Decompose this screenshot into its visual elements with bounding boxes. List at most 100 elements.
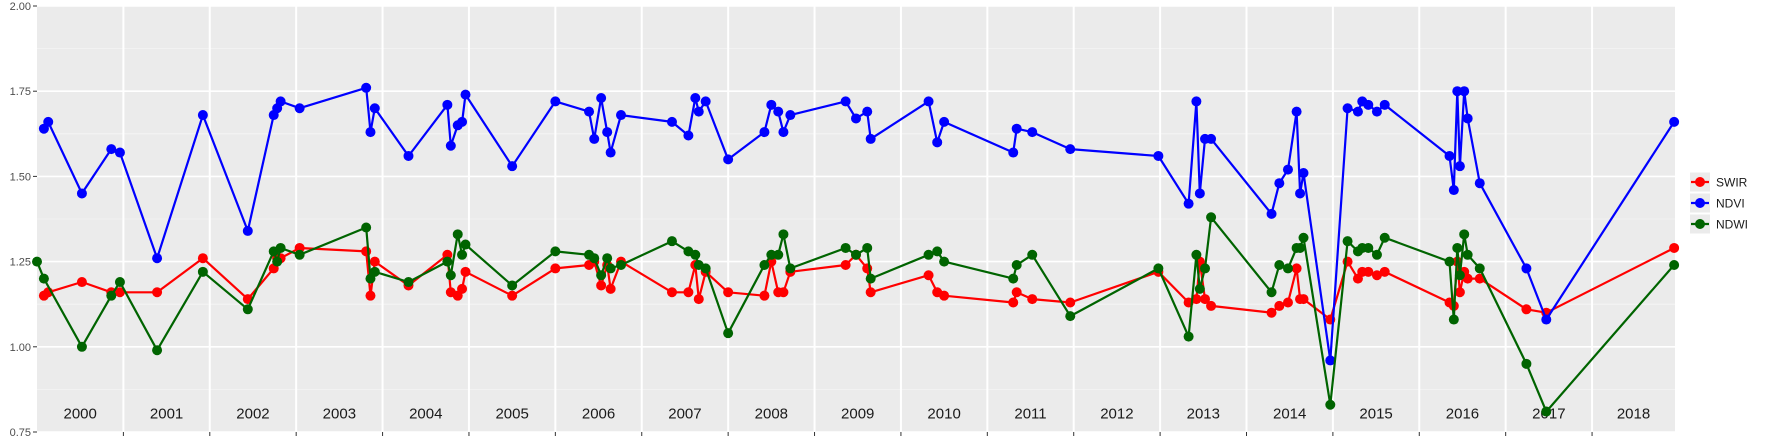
ndwi-point <box>1448 314 1459 325</box>
ndvi-point <box>76 188 87 199</box>
ndvi-series <box>38 82 1680 366</box>
ndvi-point <box>507 161 518 172</box>
swir-point <box>1065 297 1076 308</box>
ndvi-point <box>1282 164 1293 175</box>
year-label: 2007 <box>668 405 701 422</box>
swir-point <box>1266 307 1277 318</box>
legend-key-point <box>1695 219 1705 229</box>
ndvi-point <box>403 150 414 161</box>
year-label: 2006 <box>582 405 615 422</box>
ndvi-point <box>1444 150 1455 161</box>
ndvi-point <box>1474 178 1485 189</box>
swir-point <box>1521 304 1532 315</box>
swir-point <box>361 246 372 257</box>
ndvi-point <box>723 154 734 165</box>
year-label: 2014 <box>1273 405 1306 422</box>
ndwi-point <box>1282 263 1293 274</box>
legend-label: NDVI <box>1716 197 1745 211</box>
ndwi-point <box>460 239 471 250</box>
ndvi-point <box>365 127 376 138</box>
ndwi-point <box>272 256 283 267</box>
ndwi-point <box>1459 229 1470 240</box>
ndwi-point <box>1521 358 1532 369</box>
ndvi-point <box>152 253 163 264</box>
y-tick-label: 1.00 <box>10 342 31 354</box>
ndvi-point <box>1153 150 1164 161</box>
swir-point <box>693 294 704 305</box>
ndwi-point <box>923 249 934 260</box>
ndwi-point <box>197 266 208 277</box>
ndvi-point <box>666 116 677 127</box>
year-label: 2013 <box>1187 405 1220 422</box>
swir-point <box>365 290 376 301</box>
swir-point <box>596 280 607 291</box>
legend-label: NDWI <box>1716 218 1748 232</box>
legend-item-ndvi: NDVI <box>1690 193 1745 213</box>
ndvi-point <box>369 103 380 114</box>
ndvi-point <box>1669 116 1680 127</box>
swir-point <box>550 263 561 274</box>
ndwi-point <box>1206 212 1217 223</box>
ndvi-point <box>766 99 777 110</box>
y-tick-label: 2.00 <box>10 1 31 13</box>
ndvi-point <box>1008 147 1019 158</box>
swir-point <box>460 266 471 277</box>
y-tick-label: 0.75 <box>10 427 31 439</box>
ndvi-point <box>445 140 456 151</box>
ndwi-point <box>1454 270 1465 281</box>
ndvi-point <box>1298 167 1309 178</box>
swir-point <box>939 290 950 301</box>
ndwi-point <box>507 280 518 291</box>
swir-point <box>1291 263 1302 274</box>
ndvi-point <box>1274 178 1285 189</box>
ndvi-point <box>865 133 876 144</box>
ndwi-point <box>1027 249 1038 260</box>
ndwi-point <box>275 242 286 253</box>
ndvi-point <box>1183 198 1194 209</box>
ndvi-point <box>596 93 607 104</box>
ndwi-point <box>457 249 468 260</box>
ndvi-point <box>1291 106 1302 117</box>
year-label: 2005 <box>495 405 528 422</box>
ndvi-point <box>460 89 471 100</box>
swir-point <box>923 270 934 281</box>
swir-point <box>840 260 851 271</box>
ndwi-point <box>602 253 613 264</box>
swir-point <box>152 287 163 298</box>
ndvi-point <box>1541 314 1552 325</box>
data-series <box>32 82 1680 417</box>
ndwi-point <box>242 304 253 315</box>
ndwi-point <box>778 229 789 240</box>
year-label: 2015 <box>1359 405 1392 422</box>
ndvi-point <box>616 110 627 121</box>
year-label: 2000 <box>64 405 97 422</box>
swir-point <box>1011 287 1022 298</box>
year-label: 2003 <box>323 405 356 422</box>
ndwi-point <box>766 249 777 260</box>
swir-point <box>1371 270 1382 281</box>
ndwi-point <box>1379 232 1390 243</box>
ndvi-point <box>1462 113 1473 124</box>
ndwi-point <box>550 246 561 257</box>
legend-label: SWIR <box>1716 176 1748 190</box>
ndvi-point <box>1448 185 1459 196</box>
ndvi-point <box>584 106 595 117</box>
ndwi-point <box>1065 311 1076 322</box>
swir-point <box>759 290 770 301</box>
ndvi-point <box>197 110 208 121</box>
ndvi-point <box>1065 144 1076 155</box>
ndwi-point <box>106 290 117 301</box>
ndwi-point <box>445 270 456 281</box>
swir-point <box>1200 294 1211 305</box>
y-tick-label: 1.50 <box>10 171 31 183</box>
ndvi-point <box>923 96 934 107</box>
ndwi-point <box>939 256 950 267</box>
legend-item-swir: SWIR <box>1690 172 1748 192</box>
year-label: 2016 <box>1446 405 1479 422</box>
ndwi-point <box>1325 399 1336 410</box>
ndwi-point <box>1474 263 1485 274</box>
ndvi-point <box>1194 188 1205 199</box>
ndwi-point <box>442 256 453 267</box>
ndwi-point <box>1191 249 1202 260</box>
